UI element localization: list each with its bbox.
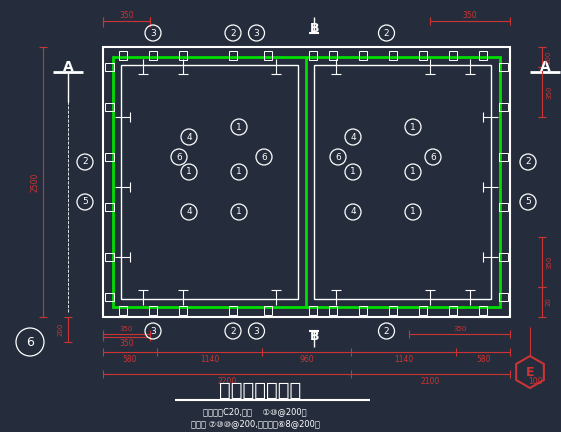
Text: 960: 960 bbox=[299, 355, 314, 363]
Text: 350: 350 bbox=[546, 85, 552, 98]
Text: 100: 100 bbox=[528, 377, 542, 385]
Text: 3: 3 bbox=[254, 29, 259, 38]
Text: 1: 1 bbox=[410, 123, 416, 131]
Text: 3: 3 bbox=[150, 29, 156, 38]
Bar bbox=[499, 103, 508, 111]
Bar bbox=[389, 306, 397, 315]
Text: 1: 1 bbox=[410, 168, 416, 177]
Text: 1140: 1140 bbox=[394, 355, 413, 363]
Text: 5: 5 bbox=[525, 197, 531, 206]
Text: 1140: 1140 bbox=[200, 355, 219, 363]
Bar bbox=[229, 51, 237, 60]
Bar bbox=[103, 47, 510, 317]
Bar bbox=[329, 51, 337, 60]
Bar bbox=[105, 293, 114, 301]
Text: 2: 2 bbox=[525, 158, 531, 166]
Bar bbox=[105, 103, 114, 111]
Bar bbox=[329, 306, 337, 315]
Text: 1: 1 bbox=[236, 168, 242, 177]
Text: 3: 3 bbox=[150, 327, 156, 336]
Bar bbox=[309, 51, 317, 60]
Text: 4: 4 bbox=[186, 207, 192, 216]
Bar bbox=[105, 63, 114, 71]
Bar bbox=[229, 306, 237, 315]
Bar bbox=[105, 253, 114, 261]
Text: 6: 6 bbox=[176, 152, 182, 162]
Text: 2: 2 bbox=[230, 29, 236, 38]
Text: 350: 350 bbox=[546, 255, 552, 269]
Text: （配筋 ⑦⑩⑩@200,其它配筋⑥8@200）: （配筋 ⑦⑩⑩@200,其它配筋⑥8@200） bbox=[191, 419, 319, 429]
Text: 2: 2 bbox=[82, 158, 88, 166]
Text: A: A bbox=[540, 60, 550, 74]
Text: 2500: 2500 bbox=[30, 172, 39, 192]
Text: 梯井基础平面图: 梯井基础平面图 bbox=[219, 381, 301, 400]
Text: 1: 1 bbox=[236, 207, 242, 216]
Bar bbox=[419, 51, 427, 60]
Text: （混凝土C20,配筋    ①⑩@200）: （混凝土C20,配筋 ①⑩@200） bbox=[203, 407, 307, 416]
Text: 580: 580 bbox=[122, 355, 137, 363]
Bar bbox=[499, 253, 508, 261]
Text: 2: 2 bbox=[384, 29, 389, 38]
Bar bbox=[121, 65, 298, 299]
Bar bbox=[264, 51, 272, 60]
Text: 2200: 2200 bbox=[217, 377, 237, 385]
Text: 350: 350 bbox=[119, 12, 134, 20]
Bar bbox=[179, 306, 187, 315]
Text: 5: 5 bbox=[82, 197, 88, 206]
Text: 6: 6 bbox=[26, 336, 34, 349]
Bar bbox=[149, 306, 157, 315]
Text: 6: 6 bbox=[335, 152, 341, 162]
Text: 1: 1 bbox=[186, 168, 192, 177]
Text: 200: 200 bbox=[58, 323, 64, 336]
Text: 4: 4 bbox=[350, 207, 356, 216]
Text: 2100: 2100 bbox=[421, 377, 440, 385]
Text: A: A bbox=[63, 60, 73, 74]
Bar bbox=[499, 293, 508, 301]
Bar bbox=[264, 306, 272, 315]
Text: 350: 350 bbox=[463, 12, 477, 20]
Bar bbox=[359, 51, 367, 60]
Text: 200: 200 bbox=[546, 50, 552, 64]
Bar bbox=[309, 306, 317, 315]
Text: 350: 350 bbox=[453, 326, 466, 332]
Bar bbox=[499, 153, 508, 161]
Bar bbox=[105, 153, 114, 161]
Text: 1: 1 bbox=[236, 123, 242, 131]
Bar bbox=[149, 51, 157, 60]
Bar bbox=[499, 203, 508, 211]
Bar bbox=[315, 65, 491, 299]
Text: 3: 3 bbox=[254, 327, 259, 336]
Text: 1: 1 bbox=[410, 207, 416, 216]
Text: 1: 1 bbox=[350, 168, 356, 177]
Bar bbox=[419, 306, 427, 315]
Bar bbox=[119, 51, 127, 60]
Text: B: B bbox=[310, 22, 319, 35]
Bar bbox=[479, 306, 487, 315]
Text: 20: 20 bbox=[546, 298, 552, 306]
Text: 350: 350 bbox=[120, 326, 133, 332]
Text: 580: 580 bbox=[476, 355, 490, 363]
Text: 2: 2 bbox=[230, 327, 236, 336]
Bar bbox=[119, 306, 127, 315]
Text: 6: 6 bbox=[430, 152, 436, 162]
Text: 4: 4 bbox=[186, 133, 192, 142]
Bar bbox=[499, 63, 508, 71]
Text: B: B bbox=[310, 330, 319, 343]
Text: E: E bbox=[526, 365, 534, 378]
Bar bbox=[105, 203, 114, 211]
Bar bbox=[179, 51, 187, 60]
Bar bbox=[359, 306, 367, 315]
Bar bbox=[449, 51, 457, 60]
Bar bbox=[479, 51, 487, 60]
Text: 350: 350 bbox=[119, 340, 134, 349]
Text: 4: 4 bbox=[350, 133, 356, 142]
Bar bbox=[389, 51, 397, 60]
Bar bbox=[113, 57, 500, 307]
Text: 2: 2 bbox=[384, 327, 389, 336]
Text: 6: 6 bbox=[261, 152, 267, 162]
Bar bbox=[449, 306, 457, 315]
